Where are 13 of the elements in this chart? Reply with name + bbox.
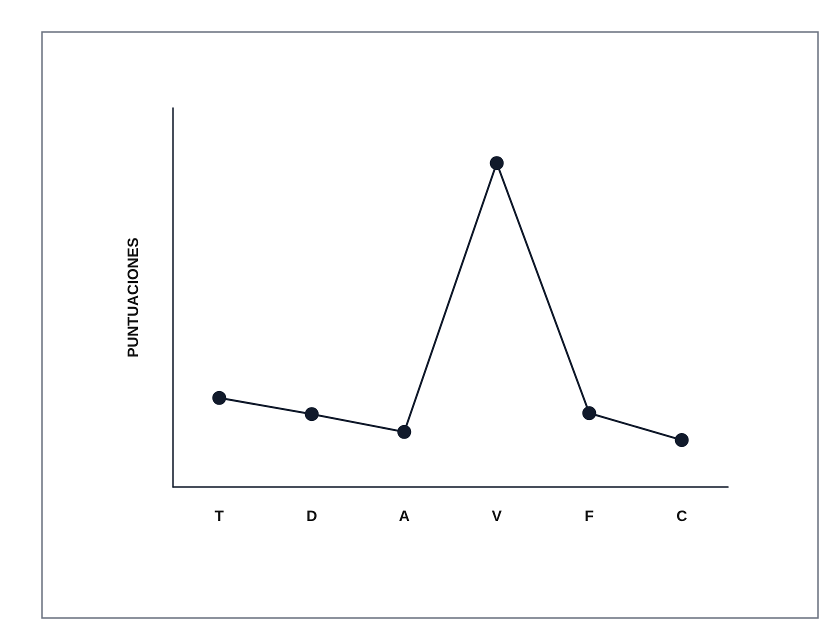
x-tick-label: C	[676, 508, 688, 525]
point	[304, 407, 319, 422]
point	[674, 433, 689, 448]
y-axis-title: PUNTUACIONES	[125, 237, 142, 358]
point	[212, 390, 226, 405]
x-tick-label: A	[398, 508, 410, 525]
point	[582, 406, 596, 420]
x-tick-label: T	[214, 508, 224, 525]
x-tick-label: F	[584, 508, 594, 525]
x-tick-label: D	[306, 508, 318, 525]
point	[397, 424, 412, 439]
point	[490, 156, 504, 170]
x-tick-label: V	[492, 508, 502, 525]
